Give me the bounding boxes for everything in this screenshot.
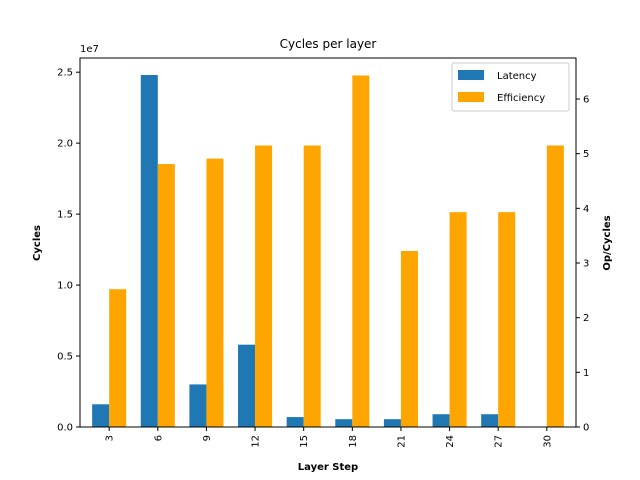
- bars-group: [92, 75, 564, 428]
- bar-efficiency-27: [498, 212, 516, 427]
- y-tick-label: 0.0: [57, 423, 73, 434]
- x-axis-title: Layer Step: [298, 462, 358, 473]
- plot-frame: [79, 57, 577, 428]
- legend-swatch-efficiency: [458, 92, 484, 102]
- y2-tick-label: 3: [583, 259, 589, 270]
- x-tick-label: 30: [542, 435, 553, 448]
- bar-efficiency-15: [303, 145, 321, 427]
- x-tick-label: 6: [153, 435, 164, 441]
- y2-tick-label: 5: [583, 149, 589, 160]
- y-tick-label: 0.5: [57, 352, 73, 363]
- x-tick-label: 15: [299, 435, 310, 448]
- y-tick-label: 1.0: [57, 281, 73, 292]
- legend-swatch-latency: [458, 70, 484, 80]
- bar-efficiency-30: [546, 145, 564, 427]
- bar-efficiency-18: [352, 75, 370, 428]
- chart-title: Cycles per layer: [280, 37, 377, 51]
- bar-latency-15: [286, 417, 304, 427]
- legend-label-efficiency: Efficiency: [497, 93, 545, 104]
- bar-efficiency-24: [449, 212, 467, 427]
- x-tick-label: 3: [105, 435, 116, 441]
- x-tick-label: 9: [202, 435, 213, 441]
- legend-label-latency: Latency: [497, 71, 537, 82]
- x-axis: 3 6 9 12 15 18 21 24 27 30: [105, 427, 553, 448]
- right-axis: 0 1 2 3 4 5 6: [576, 95, 589, 434]
- bar-efficiency-6: [157, 164, 175, 428]
- y-tick-label: 1.5: [57, 210, 73, 221]
- y2-tick-label: 4: [583, 204, 589, 215]
- x-tick-label: 12: [251, 435, 262, 448]
- bar-latency-3: [92, 404, 110, 427]
- y-scale-label: 1e7: [80, 44, 99, 55]
- bar-efficiency-21: [400, 250, 418, 427]
- bar-latency-18: [335, 419, 353, 427]
- bar-efficiency-9: [206, 158, 224, 427]
- bar-latency-6: [140, 75, 158, 427]
- bar-latency-21: [383, 419, 401, 427]
- bar-latency-9: [189, 384, 207, 427]
- left-axis: 0.0 0.5 1.0 1.5 2.0 2.5: [57, 68, 80, 434]
- bar-latency-27: [481, 414, 499, 427]
- bar-efficiency-3: [109, 289, 127, 427]
- y2-tick-label: 1: [583, 368, 589, 379]
- legend: Latency Efficiency: [451, 62, 570, 112]
- y2-tick-label: 2: [583, 313, 589, 324]
- bar-efficiency-12: [255, 145, 273, 427]
- y-axis-title: Cycles: [32, 225, 43, 261]
- y2-tick-label: 0: [583, 423, 589, 434]
- y2-axis-title: Op/Cycles: [602, 215, 613, 270]
- bar-latency-12: [238, 344, 256, 427]
- x-tick-label: 18: [348, 435, 359, 448]
- x-tick-label: 27: [494, 435, 505, 448]
- y-tick-label: 2.5: [57, 68, 73, 79]
- x-tick-label: 21: [396, 435, 407, 448]
- x-tick-label: 24: [445, 435, 456, 448]
- y-tick-label: 2.0: [57, 139, 73, 150]
- bar-latency-24: [432, 414, 450, 427]
- y2-tick-label: 6: [583, 95, 589, 106]
